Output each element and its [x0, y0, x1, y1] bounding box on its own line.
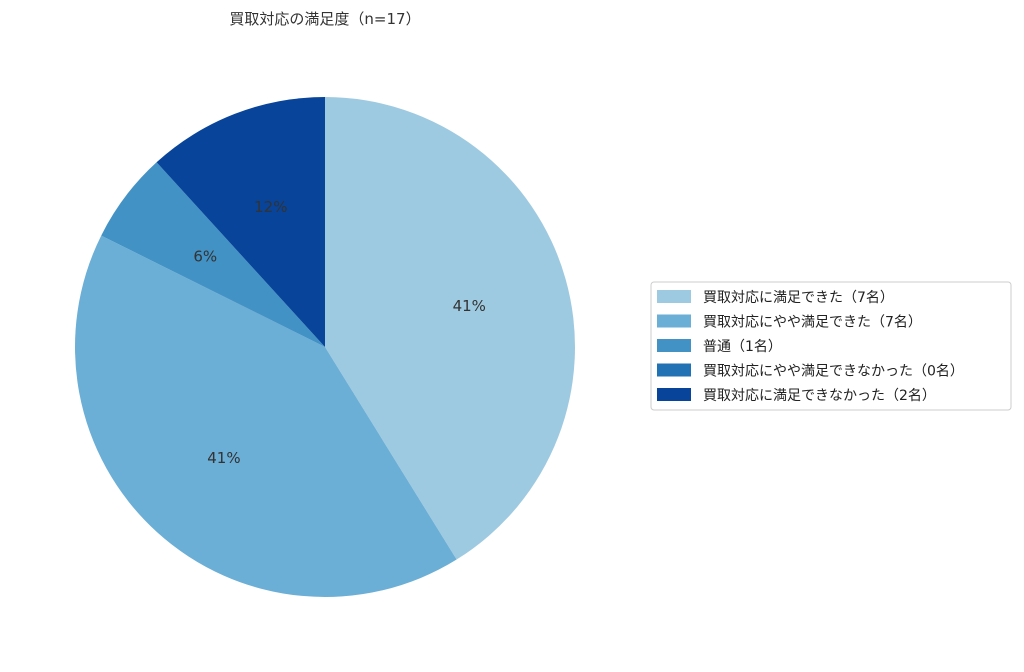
- legend-frame: [650, 281, 1012, 411]
- legend-label-3: 普通（1名）: [703, 339, 782, 355]
- legend-label-5: 買取対応に満足できなかった（2名）: [703, 388, 936, 404]
- pie-slices: [74, 97, 575, 597]
- percent-label-3: 6%: [193, 248, 217, 266]
- pie-slice-5: [156, 97, 325, 347]
- legend-swatch-1: [657, 290, 691, 303]
- legend-swatch-2: [657, 314, 691, 328]
- legend-swatch-4: [657, 363, 691, 377]
- pie-percent-labels: 41% 41% 6% 12%: [193, 198, 486, 467]
- legend-swatch-3: [657, 339, 691, 352]
- legend: 買取対応に満足できた（7名） 買取対応にやや満足できた（7名） 普通（1名） 買取対応…: [650, 281, 1012, 411]
- legend-label-4: 買取対応にやや満足できなかった（0名）: [703, 364, 964, 380]
- percent-label-2: 41%: [207, 449, 240, 467]
- pie-slice-3: [101, 162, 326, 347]
- legend-swatch-5: [657, 388, 691, 401]
- legend-label-1: 買取対応に満足できた（7名）: [703, 290, 894, 306]
- legend-label-2: 買取対応にやや満足できた（7名）: [703, 315, 922, 331]
- percent-label-1: 41%: [453, 297, 486, 315]
- pie-slice-2: [74, 235, 457, 597]
- chart-title: 買取対応の満足度（n=17）: [229, 10, 420, 28]
- pie-slice-1: [325, 97, 575, 560]
- percent-label-5: 12%: [254, 198, 287, 216]
